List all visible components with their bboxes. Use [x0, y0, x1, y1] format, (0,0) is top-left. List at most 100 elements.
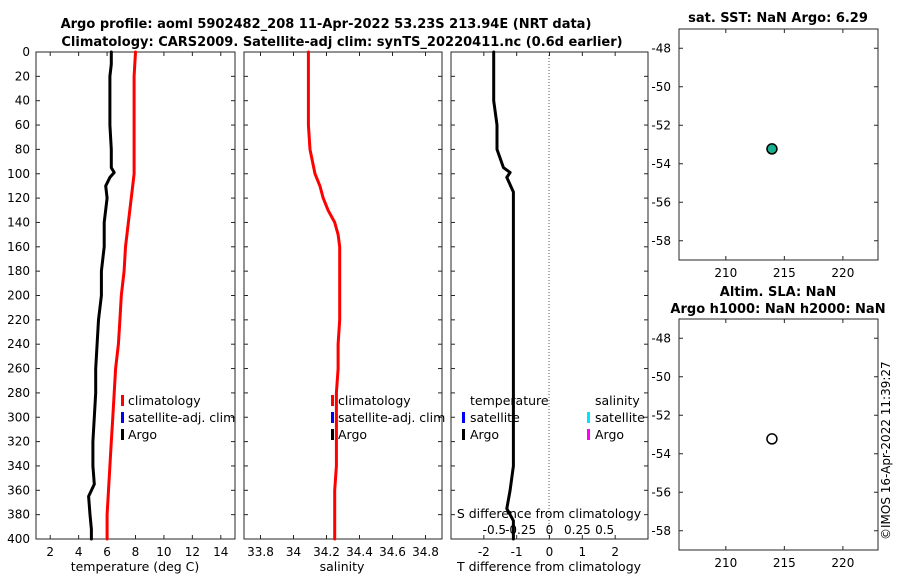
y-tick-label: -56 [651, 485, 671, 499]
s-diff-tick-label: 0.25 [564, 523, 591, 537]
y-tick-label: -58 [651, 234, 671, 248]
x-tick-label: 34.4 [346, 545, 373, 559]
legend-swatch-argo [121, 429, 124, 440]
sst-map-title: sat. SST: NaN Argo: 6.29 [688, 11, 868, 26]
y-tick-label: -52 [651, 118, 671, 132]
s-diff-tick-label: -0.25 [505, 523, 536, 537]
y-tick-label: 40 [15, 94, 30, 108]
legend-swatch-s-argo [587, 429, 590, 440]
y-tick-label: 80 [15, 142, 30, 156]
legend-label-t-argo: Argo [470, 427, 499, 442]
y-tick-label: -50 [651, 370, 671, 384]
legend-swatch-climatology [331, 395, 334, 406]
x-tick-label: 34.6 [379, 545, 406, 559]
difference-xlabel-s: S difference from climatology [457, 506, 642, 521]
x-tick-label: 220 [831, 266, 854, 280]
x-tick-label: 210 [714, 266, 737, 280]
s-diff-tick-label: 0.5 [595, 523, 614, 537]
y-tick-label: 220 [7, 313, 30, 327]
legend-swatch-satellite-clim [331, 412, 334, 423]
series-line-t-argo-minus-climatology [492, 50, 515, 541]
y-tick-label: 180 [7, 264, 30, 278]
figure-title-line2: Climatology: CARS2009. Satellite-adj cli… [61, 35, 622, 50]
sla-map-axes [678, 318, 879, 551]
x-tick-label: 215 [773, 556, 796, 570]
sla-map-title2: Argo h1000: NaN h2000: NaN [670, 302, 885, 317]
y-tick-label: 340 [7, 459, 30, 473]
difference-xlabel-t: T difference from climatology [456, 559, 642, 574]
sst-map-axes [678, 28, 879, 261]
y-tick-label: 20 [15, 69, 30, 83]
y-tick-label: -48 [651, 41, 671, 55]
difference-panel: -2 -1 0 1 2 T difference from climatology S … [450, 50, 649, 574]
copyright-timestamp: ©IMOS 16-Apr-2022 11:39:27 [879, 361, 893, 540]
difference-legend-salinity: salinity satellite Argo [587, 393, 645, 442]
figure-title-line1: Argo profile: aoml 5902482_208 11-Apr-20… [61, 17, 592, 32]
y-tick-label: 200 [7, 289, 30, 303]
y-tick-label: 0 [22, 45, 30, 59]
x-tick-label: 0 [546, 545, 554, 559]
y-tick-label: 400 [7, 532, 30, 546]
x-tick-label: 14 [213, 545, 228, 559]
difference-s-ticklabels: -0.5 -0.25 0 0.25 0.5 [483, 523, 615, 537]
y-tick-label: 140 [7, 215, 30, 229]
x-tick-label: 34.8 [412, 545, 439, 559]
legend-swatch-argo [331, 429, 334, 440]
salinity-panel: 33.8 34 34.2 34.4 34.6 34.8 salinity climatol… [243, 50, 445, 574]
difference-ticks: -2 -1 0 1 2 [451, 51, 648, 559]
x-tick-label: 4 [75, 545, 83, 559]
legend-label-t-satellite: satellite [470, 410, 520, 425]
y-tick-label: 100 [7, 167, 30, 181]
temperature-profile-lines [87, 50, 137, 541]
sst-map-ticks: 210 215 220 -48 -50 -52 -54 -56 -58 [651, 29, 878, 280]
difference-legend-temperature: temperature satellite Argo [462, 393, 549, 442]
s-diff-tick-label: 0 [546, 523, 554, 537]
salinity-ticks: 33.8 34 34.2 34.4 34.6 34.8 [244, 51, 442, 559]
legend-label-climatology: climatology [338, 393, 411, 408]
y-tick-label: 260 [7, 362, 30, 376]
legend-swatch-climatology [121, 395, 124, 406]
x-tick-label: 10 [156, 545, 171, 559]
y-tick-label: -48 [651, 331, 671, 345]
y-tick-label: 60 [15, 118, 30, 132]
y-tick-label: -56 [651, 195, 671, 209]
legend-swatch-t-argo [462, 429, 465, 440]
legend-label-satellite-clim: satellite-adj. clim [338, 410, 445, 425]
temperature-panel: 2 4 6 8 10 12 14020406080100120140160180200220… [7, 45, 236, 574]
profile-location-marker [766, 143, 778, 155]
legend-swatch-t-satellite [462, 412, 465, 423]
legend-label-argo: Argo [338, 427, 367, 442]
x-tick-label: 12 [185, 545, 200, 559]
legend-swatch-s-satellite [587, 412, 590, 423]
y-tick-label: -54 [651, 447, 671, 461]
y-tick-label: 380 [7, 508, 30, 522]
x-tick-label: -2 [478, 545, 490, 559]
x-tick-label: 215 [773, 266, 796, 280]
y-tick-label: 240 [7, 337, 30, 351]
x-tick-label: 2 [611, 545, 619, 559]
y-tick-label: -52 [651, 408, 671, 422]
y-tick-label: 280 [7, 386, 30, 400]
y-tick-label: 300 [7, 410, 30, 424]
series-line-climatology [306, 50, 342, 541]
legend-label-satellite-clim: satellite-adj. clim [128, 410, 235, 425]
y-tick-label: 320 [7, 435, 30, 449]
salinity-axes [243, 51, 443, 540]
y-tick-label: -50 [651, 80, 671, 94]
salinity-legend: climatology satellite-adj. clim Argo [331, 393, 445, 442]
x-tick-label: 34.2 [313, 545, 340, 559]
sst-map-panel: sat. SST: NaN Argo: 6.29 210 215 220 -48 -50… [651, 11, 879, 280]
salinity-xlabel: salinity [320, 559, 365, 574]
temperature-xlabel: temperature (deg C) [71, 559, 200, 574]
series-line-argo [87, 50, 116, 541]
y-tick-label: 160 [7, 240, 30, 254]
legend-label-argo: Argo [128, 427, 157, 442]
temperature-ticks: 2 4 6 8 10 12 14020406080100120140160180200220… [7, 45, 235, 559]
salinity-profile-lines [306, 50, 342, 541]
x-tick-label: 2 [46, 545, 54, 559]
x-tick-label: 6 [103, 545, 111, 559]
series-line-climatology [105, 50, 137, 541]
sst-map-points [766, 143, 778, 155]
legend-swatch-satellite-clim [121, 412, 124, 423]
